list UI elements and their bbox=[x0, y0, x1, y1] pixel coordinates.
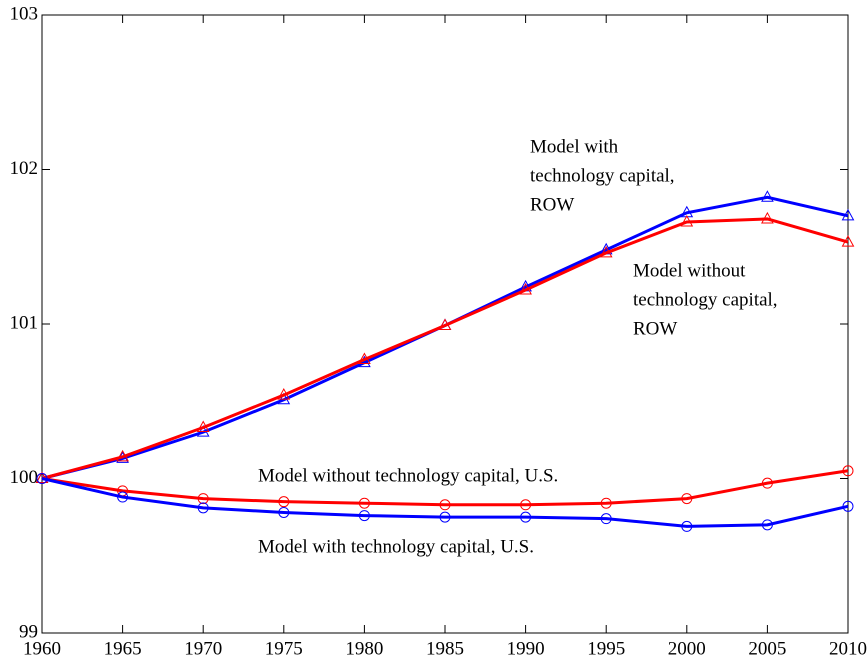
x-tick-label: 1960 bbox=[23, 638, 61, 659]
marker bbox=[600, 497, 612, 509]
marker bbox=[761, 211, 774, 224]
marker bbox=[842, 500, 854, 512]
marker bbox=[600, 513, 612, 525]
marker bbox=[761, 519, 773, 531]
x-tick-label: 1990 bbox=[507, 638, 545, 659]
marker bbox=[841, 208, 855, 221]
annotation: ROW bbox=[530, 194, 574, 215]
marker bbox=[116, 449, 129, 462]
annotation: technology capital, bbox=[530, 165, 675, 186]
x-tick-label: 1975 bbox=[265, 638, 303, 659]
annotation: ROW bbox=[633, 318, 677, 339]
x-tick-label: 1980 bbox=[345, 638, 383, 659]
x-tick-label: 2000 bbox=[668, 638, 706, 659]
marker bbox=[358, 510, 370, 522]
marker bbox=[681, 493, 693, 505]
marker bbox=[841, 235, 855, 247]
annotation: Model with bbox=[530, 136, 619, 157]
marker bbox=[761, 190, 774, 202]
marker bbox=[36, 473, 48, 484]
x-tick-label: 1965 bbox=[104, 638, 142, 659]
marker bbox=[439, 499, 451, 511]
annotation: Model without bbox=[633, 260, 746, 281]
marker bbox=[681, 520, 693, 532]
marker bbox=[680, 214, 694, 227]
marker bbox=[197, 493, 209, 505]
series-line bbox=[41, 477, 849, 528]
marker bbox=[197, 502, 209, 514]
marker bbox=[599, 245, 613, 258]
x-tick-label: 2005 bbox=[748, 638, 786, 659]
y-tick-label: 103 bbox=[10, 3, 39, 24]
series-line bbox=[41, 469, 849, 507]
x-tick-label: 1985 bbox=[426, 638, 464, 659]
annotation: Model without technology capital, U.S. bbox=[258, 465, 558, 486]
marker bbox=[520, 499, 532, 511]
marker bbox=[519, 282, 532, 295]
y-tick-label: 99 bbox=[19, 621, 38, 642]
series-line bbox=[41, 217, 849, 480]
x-tick-label: 1995 bbox=[587, 638, 625, 659]
y-tick-label: 101 bbox=[10, 312, 39, 333]
marker bbox=[358, 497, 370, 509]
marker bbox=[278, 506, 290, 518]
marker bbox=[278, 496, 290, 508]
y-tick-label: 100 bbox=[10, 467, 39, 488]
marker bbox=[358, 352, 371, 365]
marker bbox=[761, 477, 773, 489]
x-tick-label: 2010 bbox=[829, 638, 867, 659]
x-tick-label: 1970 bbox=[184, 638, 222, 659]
marker bbox=[438, 318, 452, 331]
marker bbox=[520, 511, 532, 523]
marker bbox=[842, 465, 854, 477]
marker bbox=[117, 491, 129, 503]
annotation: technology capital, bbox=[633, 289, 778, 310]
marker bbox=[277, 388, 291, 400]
y-tick-label: 102 bbox=[10, 158, 39, 179]
marker bbox=[196, 420, 210, 433]
marker bbox=[439, 511, 451, 523]
annotation: Model with technology capital, U.S. bbox=[258, 536, 534, 557]
